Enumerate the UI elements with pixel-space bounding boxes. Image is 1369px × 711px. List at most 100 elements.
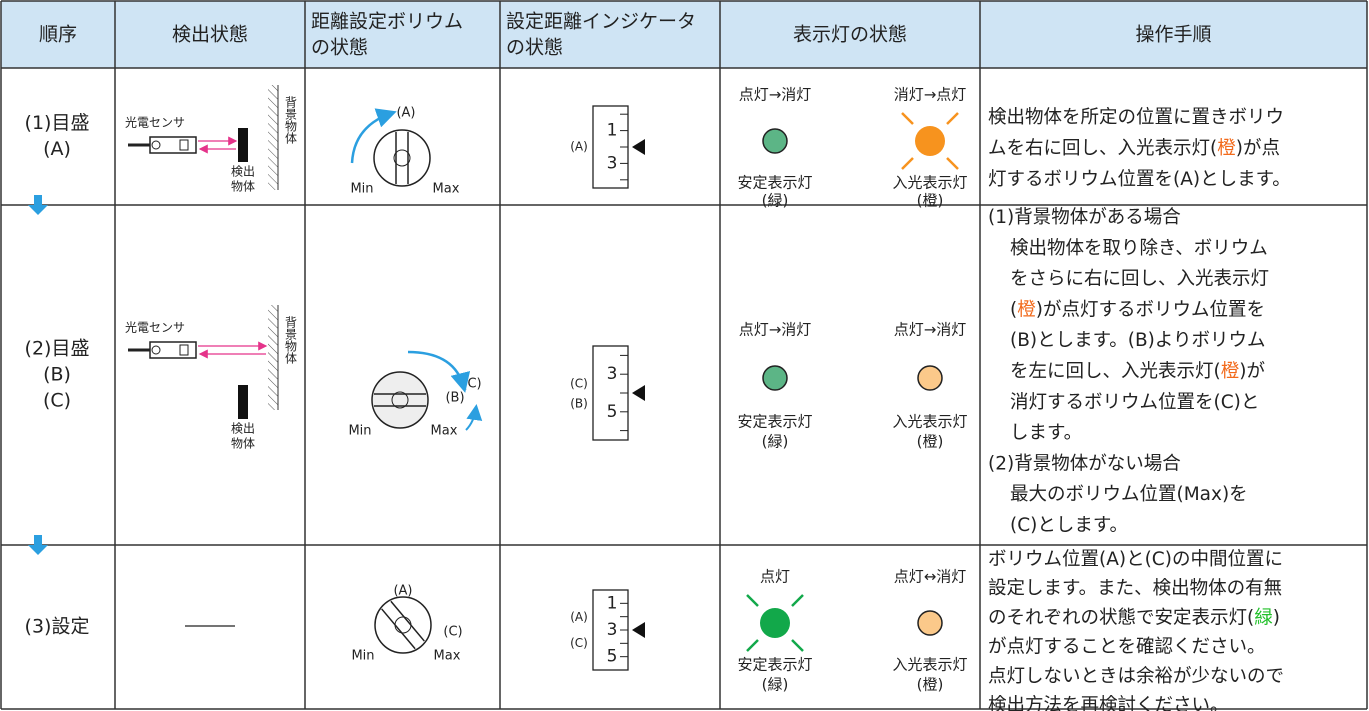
lamp [762,365,788,391]
max-label: Max [434,649,461,664]
lamp-color-label: (橙) [917,676,944,694]
scale-label: 3 [607,153,618,173]
knob-hub [394,616,412,634]
object-label: 検出 [231,165,255,179]
max-label: Max [433,182,460,197]
knob [373,129,431,187]
lamp-ray [901,157,914,170]
procedure-line: のそれぞれの状態で安定表示灯(緑) [988,607,1280,628]
procedure-line: をさらに右に回し、入光表示灯 [1010,269,1269,290]
object-label: 物体 [231,180,255,194]
procedure-heading: (2)背景物体がない場合 [988,453,1181,474]
background-label: 背景物体 [284,316,298,365]
header-cell: 設定距離インジケータ [506,11,696,33]
sensor-lens [151,345,161,355]
lamp [917,365,943,391]
step-label: (B) [43,364,71,386]
scale-label: 5 [607,647,618,667]
lamp-ray [946,157,959,170]
knob [371,371,429,429]
step-label: (C) [43,390,71,412]
volume-label: (A) [396,106,415,121]
scale-label: 1 [607,121,618,141]
text-part: のそれぞれの状態で安定表示灯( [988,607,1254,628]
lamp [917,610,943,636]
flow-arrows [28,195,48,555]
sensor-label: 光電センサ [125,116,185,130]
knob-hub [391,391,409,409]
step-label: (2)目盛 [25,338,90,360]
volume-label: (C) [443,625,462,640]
procedure-line: 検出物体を所定の位置に置きボリウ [988,107,1284,128]
pointer [632,139,645,155]
highlight: 橙 [1017,299,1036,320]
header-cell: 距離設定ボリウム [311,11,463,33]
lamp-color-label: (橙) [917,192,944,210]
indicator-label: (B) [570,397,588,411]
lamp-status: 点灯 [760,568,790,586]
lamp-name: 安定表示灯 [737,656,812,674]
lamp-status: 点灯→消灯 [739,321,812,339]
pointer [632,385,645,401]
lamp-color-label: (緑) [762,676,789,694]
lamp [760,608,790,638]
header-cell: の状態 [311,37,368,59]
indicator-label: (C) [570,377,588,391]
procedure-line: が点灯することを確認ください。 [988,637,1266,658]
highlight: 橙 [1217,138,1236,159]
knob-slot [381,608,416,650]
step-label: (1)目盛 [25,112,90,134]
procedure-line: (橙)が点灯するボリウム位置を [1010,299,1265,320]
text-part: )が点灯するボリウム位置を [1036,299,1265,320]
knob-slot [390,600,425,642]
step-label: (3)設定 [25,616,90,638]
text-part: ) [1273,607,1280,628]
pointer [632,622,645,638]
procedure-line: (B)とします。(B)よりボリウム [1010,330,1266,351]
turn-arrow [350,108,397,164]
header-cell: 検出状態 [172,24,248,46]
procedure-line: 検出物体を取り除き、ボリウム [1010,238,1268,259]
lamp-name: 入光表示灯 [892,174,967,192]
sensor-lens [151,140,161,150]
text-part: ( [1010,299,1017,320]
lamp-color-label: (橙) [917,433,944,451]
lamp-status: 点灯↔消灯 [894,568,967,586]
lamp-color-label: (緑) [762,433,789,451]
step-label: (A) [43,138,71,160]
indicator-label: (A) [570,610,588,624]
highlight: 緑 [1254,607,1273,628]
knob [374,596,432,654]
procedure-line: (C)とします。 [1010,515,1128,536]
sensor-window [179,344,189,356]
object [238,385,248,419]
lamp-ray [791,639,804,652]
procedure-line: ムを右に回し、入光表示灯(橙)が点 [988,138,1280,159]
header-bg [1,1,1367,68]
turn-arrow [407,350,471,393]
object-label: 検出 [231,422,255,436]
procedure-line: します。 [1010,423,1082,444]
min-label: Min [350,182,373,197]
procedure-line: 消灯するボリウム位置を(C)と [1010,392,1259,413]
lamp [762,128,788,154]
highlight: 橙 [1221,361,1240,382]
volume-label: (B) [445,391,464,406]
procedure-line: を左に回し、入光表示灯(橙)が [1010,361,1265,382]
procedure-line: 検出方法を再検討ください。 [988,695,1229,711]
header-cell: の状態 [506,37,563,59]
lamp-status: 消灯→点灯 [894,86,967,104]
procedure-line: ボリウム位置(A)と(C)の中間位置に [988,549,1283,570]
lamp-ray [901,112,914,125]
procedure-line: 設定します。また、検出物体の有無 [988,578,1282,599]
lamp-status: 点灯→消灯 [739,86,812,104]
scale-label: 3 [607,620,618,640]
lamp-color-label: (緑) [762,192,789,210]
lamp [915,126,945,156]
procedure-heading: (1)背景物体がある場合 [988,207,1181,228]
lamp-ray [746,639,759,652]
lamp-ray [791,594,804,607]
min-label: Min [348,424,371,439]
